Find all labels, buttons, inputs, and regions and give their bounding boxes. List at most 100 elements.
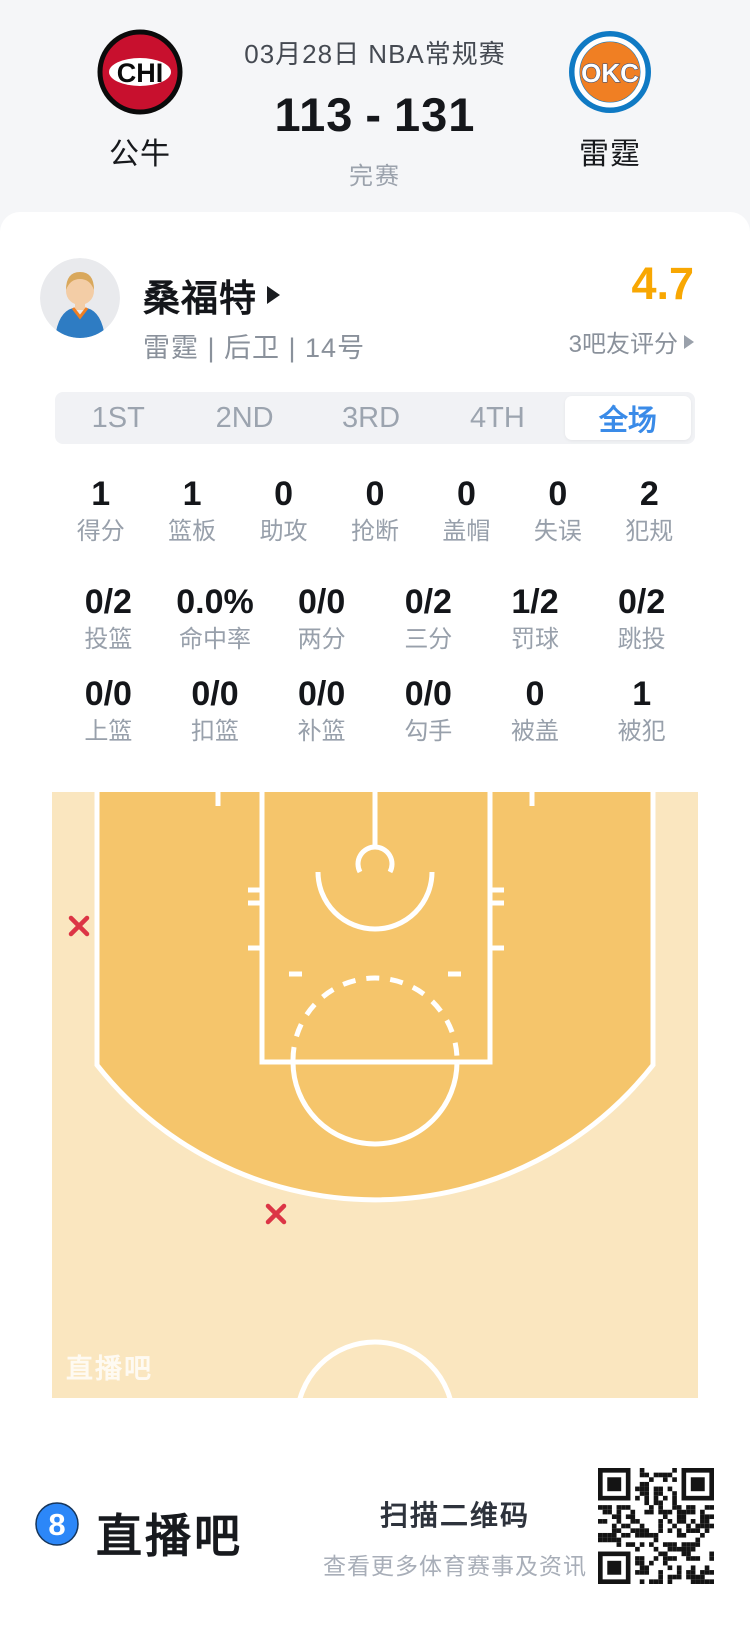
- stat-label: 罚球: [510, 626, 559, 653]
- qr-subtitle: 查看更多体育赛事及资讯: [323, 1553, 587, 1579]
- stat-label: 勾手: [404, 718, 453, 745]
- tab-3RD[interactable]: 3RD: [342, 401, 401, 434]
- stat-label: 上篮: [84, 718, 133, 745]
- stat-篮板: 1 篮板: [146, 474, 237, 546]
- rating-value: 4.7: [631, 258, 694, 309]
- stat-扣篮: 0/0 扣篮: [162, 674, 269, 746]
- court-watermark: 直播吧: [66, 1354, 153, 1384]
- stat-投篮: 0/2 投篮: [55, 582, 162, 654]
- stat-value: 0/2: [404, 583, 452, 621]
- player-meta: 雷霆 | 后卫 | 14号: [143, 333, 366, 363]
- court-diagram: [52, 792, 698, 1398]
- stat-label: 助攻: [259, 518, 308, 545]
- missed-shot-marker: [265, 1203, 287, 1225]
- match-status: 完赛: [349, 163, 401, 190]
- away-team: OKC 雷霆: [550, 28, 670, 173]
- stat-label: 盖帽: [442, 518, 491, 545]
- stat-value: 0/0: [298, 675, 346, 713]
- stats-row-main: 1 得分 1 篮板 0 助攻 0 抢断 0 盖帽 0 失误 2 犯规: [55, 474, 695, 546]
- tab-全场[interactable]: 全场: [564, 396, 692, 440]
- match-header: CHI 公牛 03月28日 NBA常规赛 113-131 完赛 OKC 雷霆: [0, 0, 750, 212]
- rating-caption: 3吧友评分: [569, 324, 694, 359]
- stat-value: 0.0%: [176, 583, 254, 621]
- svg-text:8: 8: [48, 1507, 65, 1542]
- score-separator: -: [365, 88, 383, 141]
- stat-label: 补篮: [297, 718, 346, 745]
- stat-label: 扣篮: [190, 718, 239, 745]
- stat-label: 被盖: [510, 718, 559, 745]
- stat-跳投: 0/2 跳投: [588, 582, 695, 654]
- stat-value: 1: [632, 675, 652, 713]
- qr-title: 扫描二维码: [379, 1500, 530, 1531]
- stat-value: 0: [456, 475, 476, 513]
- name-chevron-icon: [267, 286, 280, 304]
- stat-value: 0: [525, 675, 545, 713]
- stat-得分: 1 得分: [55, 474, 146, 546]
- away-score: 131: [394, 88, 476, 141]
- missed-shot-marker: [68, 915, 90, 937]
- stat-value: 0/2: [84, 583, 132, 621]
- player-name: 桑福特: [143, 278, 257, 319]
- court-shot-chart: 直播吧: [52, 792, 698, 1398]
- stat-盖帽: 0 盖帽: [421, 474, 512, 546]
- player-name-row[interactable]: 桑福特: [143, 268, 280, 322]
- stat-label: 篮板: [168, 518, 217, 545]
- match-title: 03月28日 NBA常规赛: [244, 39, 506, 69]
- stat-label: 被犯: [617, 718, 666, 745]
- tab-2ND[interactable]: 2ND: [215, 401, 274, 434]
- stat-label: 命中率: [178, 626, 251, 653]
- stat-失误: 0 失误: [512, 474, 603, 546]
- svg-text:CHI: CHI: [117, 58, 164, 88]
- stat-上篮: 0/0 上篮: [55, 674, 162, 746]
- shot-markers: [68, 915, 287, 1225]
- rating-chevron-icon: [684, 334, 694, 349]
- brand-name: 直播吧: [96, 1510, 243, 1562]
- svg-text:OKC: OKC: [581, 58, 639, 88]
- player-photo-icon: [40, 258, 120, 338]
- player-stats-card: 桑福特 雷霆 | 后卫 | 14号 4.7 3吧友评分 1ST 2ND 3RD 4TH…: [0, 212, 750, 1629]
- stat-被犯: 1 被犯: [588, 674, 695, 746]
- stat-label: 犯规: [625, 518, 674, 545]
- home-team-name: 公牛: [109, 138, 171, 171]
- stat-补篮: 0/0 补篮: [268, 674, 375, 746]
- rating-block[interactable]: 4.7 3吧友评分: [569, 258, 694, 359]
- stat-犯规: 2 犯规: [604, 474, 695, 546]
- match-center: 03月28日 NBA常规赛 113-131 完赛: [188, 0, 562, 191]
- stats-row-detail: 0/0 上篮 0/0 扣篮 0/0 补篮 0/0 勾手 0 被盖 1 被犯: [55, 674, 695, 746]
- score-row: 113-131: [188, 87, 562, 142]
- stat-label: 三分: [404, 626, 453, 653]
- stat-label: 跳投: [617, 626, 666, 653]
- stat-两分: 0/0 两分: [268, 582, 375, 654]
- qr-text-block: 扫描二维码 查看更多体育赛事及资讯: [295, 1494, 615, 1581]
- stat-value: 0/2: [618, 583, 666, 621]
- home-team-logo-icon: CHI: [97, 29, 183, 115]
- home-score: 113: [274, 88, 354, 141]
- stat-value: 0/0: [191, 675, 239, 713]
- stat-助攻: 0 助攻: [238, 474, 329, 546]
- home-team: CHI 公牛: [80, 28, 200, 173]
- stat-value: 1: [182, 475, 202, 513]
- quarter-tabs: 1ST 2ND 3RD 4TH 全场: [55, 392, 695, 444]
- stat-value: 2: [639, 475, 659, 513]
- stat-罚球: 1/2 罚球: [482, 582, 589, 654]
- stat-label: 得分: [76, 518, 125, 545]
- stat-value: 1: [91, 475, 111, 513]
- away-team-name: 雷霆: [579, 138, 641, 171]
- stat-label: 抢断: [350, 518, 399, 545]
- stat-value: 0/0: [84, 675, 132, 713]
- stat-value: 0: [548, 475, 568, 513]
- tab-1ST[interactable]: 1ST: [91, 401, 145, 434]
- stat-命中率: 0.0% 命中率: [162, 582, 269, 654]
- stat-value: 0: [274, 475, 294, 513]
- qr-code: [598, 1468, 714, 1584]
- stat-label: 投篮: [84, 626, 133, 653]
- tab-4TH[interactable]: 4TH: [470, 401, 525, 434]
- stat-label: 两分: [297, 626, 346, 653]
- stat-三分: 0/2 三分: [375, 582, 482, 654]
- stat-value: 0: [365, 475, 385, 513]
- player-avatar[interactable]: [40, 258, 120, 338]
- brand-logo-icon: 8: [35, 1502, 79, 1546]
- stat-勾手: 0/0 勾手: [375, 674, 482, 746]
- stat-value: 1/2: [511, 583, 559, 621]
